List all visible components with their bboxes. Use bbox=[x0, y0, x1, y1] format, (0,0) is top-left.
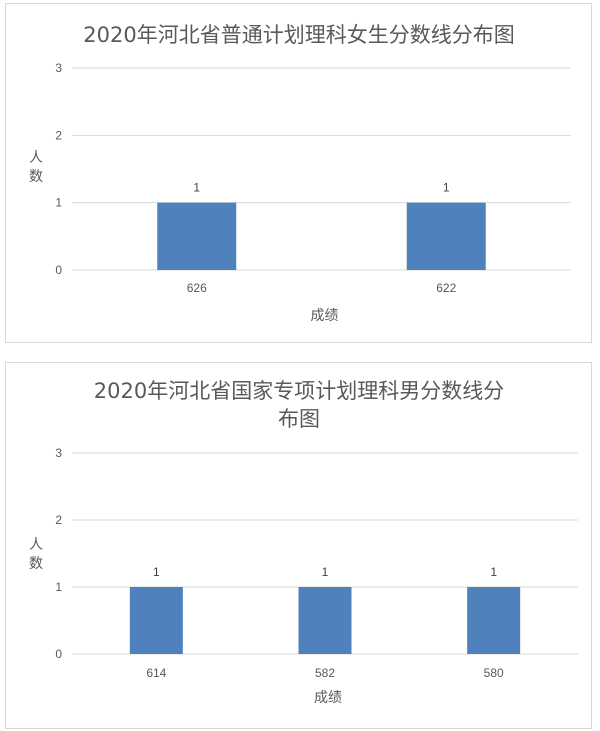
x-tick-label: 580 bbox=[484, 666, 504, 680]
x-tick-label: 582 bbox=[315, 666, 335, 680]
x-axis-title: 成绩 bbox=[311, 308, 339, 324]
y-tick-label: 2 bbox=[55, 128, 62, 142]
bar bbox=[129, 587, 183, 654]
bar bbox=[406, 202, 486, 270]
chart-panel-1: 2020年河北省普通计划理科女生分数线分布图 0 1 2 3 1 626 1 622 成绩 人数 bbox=[5, 3, 592, 343]
x-tick-label: 622 bbox=[436, 281, 456, 295]
x-axis-title: 成绩 bbox=[314, 690, 342, 706]
x-tick-label: 614 bbox=[146, 666, 166, 680]
data-label: 1 bbox=[322, 565, 329, 579]
chart-2-svg: 2020年河北省国家专项计划理科男分数线分布图 0 1 2 3 1 614 1 582 1 580 成… bbox=[29, 379, 578, 706]
y-tick-label: 2 bbox=[55, 513, 62, 527]
data-label: 1 bbox=[193, 181, 200, 195]
data-label: 1 bbox=[490, 565, 497, 579]
y-axis-title: 人数 bbox=[29, 537, 43, 572]
y-tick-label: 3 bbox=[55, 61, 62, 75]
data-label: 1 bbox=[153, 565, 160, 579]
y-tick-label: 1 bbox=[55, 196, 62, 210]
y-tick-label: 1 bbox=[55, 580, 62, 594]
bar bbox=[298, 587, 352, 654]
data-label: 1 bbox=[443, 181, 450, 195]
chart-panel-2: 2020年河北省国家专项计划理科男分数线分布图 0 1 2 3 1 614 1 582 1 580 成… bbox=[5, 362, 592, 729]
chart-title: 2020年河北省普通计划理科女生分数线分布图 bbox=[83, 23, 514, 47]
chart-title: 2020年河北省国家专项计划理科男分数线分布图 bbox=[94, 379, 504, 431]
bar bbox=[467, 587, 521, 654]
y-tick-label: 0 bbox=[55, 263, 62, 277]
y-axis-title: 人数 bbox=[29, 150, 43, 185]
x-tick-label: 626 bbox=[187, 281, 207, 295]
y-tick-label: 3 bbox=[55, 446, 62, 460]
y-tick-label: 0 bbox=[55, 647, 62, 661]
chart-1-svg: 2020年河北省普通计划理科女生分数线分布图 0 1 2 3 1 626 1 622 成绩 人数 bbox=[29, 23, 571, 324]
bar bbox=[157, 202, 237, 270]
